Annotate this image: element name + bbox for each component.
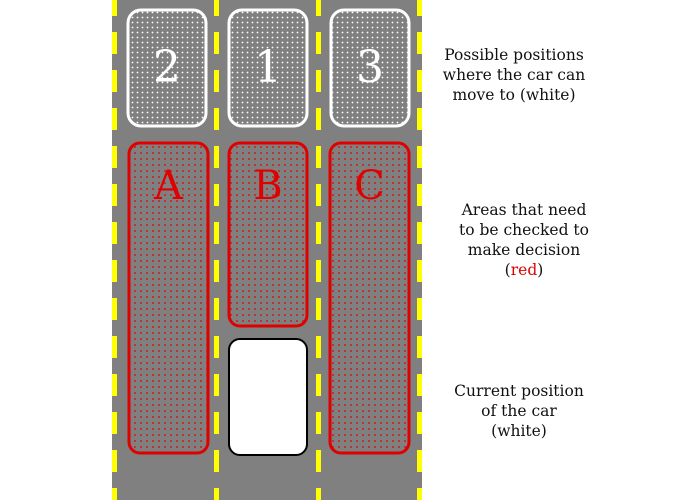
area-c: C bbox=[328, 141, 411, 455]
legend-areas-line-4: (red) bbox=[504, 261, 544, 279]
position-1-box bbox=[227, 8, 309, 128]
legend-areas-line-3: make decision bbox=[467, 241, 581, 259]
legend-positions-line-3: move to (white) bbox=[452, 86, 576, 104]
area-c-label: C bbox=[354, 163, 385, 209]
position-2-box bbox=[126, 8, 208, 128]
possible-positions: 2 1 3 bbox=[126, 8, 411, 128]
position-3: 3 bbox=[329, 8, 411, 128]
position-3-box bbox=[329, 8, 411, 128]
legend-areas-line-1: Areas that need bbox=[461, 201, 587, 219]
area-b-label: B bbox=[253, 163, 282, 209]
legend-car-line-1: Current position bbox=[454, 382, 584, 400]
legend-positions-line-2: where the car can bbox=[442, 66, 586, 84]
legend-areas: Areas that need to be checked to make de… bbox=[429, 200, 619, 280]
position-1: 1 bbox=[227, 8, 309, 128]
area-c-box bbox=[328, 141, 411, 455]
position-1-label: 1 bbox=[254, 42, 282, 93]
check-areas: A B C bbox=[127, 141, 411, 455]
position-2: 2 bbox=[126, 8, 208, 128]
position-3-label: 3 bbox=[356, 42, 384, 93]
position-2-label: 2 bbox=[153, 42, 181, 93]
lane-markings bbox=[112, 0, 422, 500]
area-a-label: A bbox=[153, 163, 184, 209]
legend-areas-red-word: red bbox=[510, 261, 538, 279]
area-a-box bbox=[127, 141, 210, 455]
legend-car: Current position of the car (white) bbox=[424, 381, 614, 441]
legend-car-line-3: (white) bbox=[491, 422, 547, 440]
legend-positions: Possible positions where the car can mov… bbox=[419, 45, 609, 105]
car-current-position bbox=[228, 338, 308, 456]
area-a: A bbox=[127, 141, 210, 455]
area-b: B bbox=[227, 141, 309, 328]
area-b-box bbox=[227, 141, 309, 328]
legend-positions-line-1: Possible positions bbox=[444, 46, 584, 64]
legend-areas-line-2: to be checked to bbox=[458, 221, 589, 239]
legend-car-line-2: of the car bbox=[481, 402, 557, 420]
